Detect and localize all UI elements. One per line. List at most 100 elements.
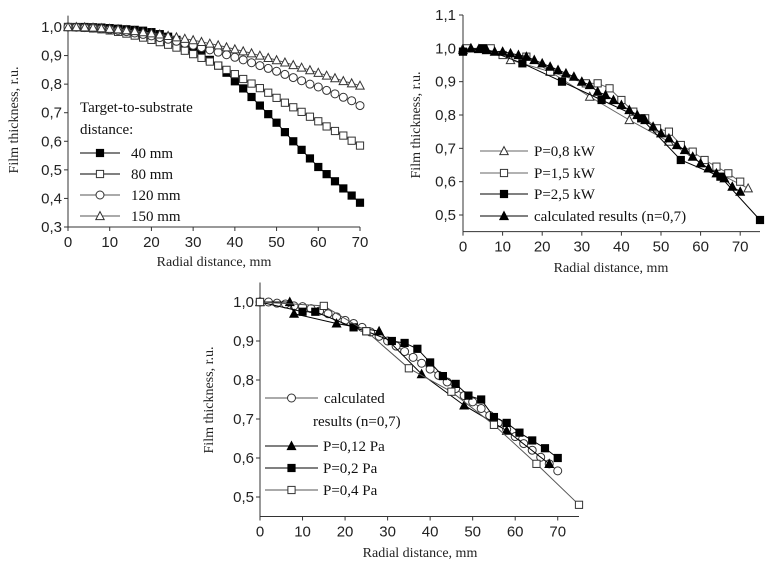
y-tick-label: 0,9 (435, 74, 456, 91)
x-tick-label: 30 (379, 524, 396, 541)
data-point (314, 162, 323, 172)
data-point (113, 23, 124, 34)
data-point (189, 50, 198, 59)
data-point (204, 38, 215, 48)
data-point (640, 114, 651, 125)
data-point (553, 453, 562, 463)
x-tick-label: 40 (613, 239, 630, 256)
legend-marker (94, 210, 106, 221)
data-point (179, 33, 190, 43)
series-line (67, 26, 361, 107)
data-point (254, 50, 265, 60)
legend-label: 40 mm (131, 146, 173, 162)
data-point (632, 109, 643, 120)
x-tick-label: 60 (692, 239, 709, 256)
data-point (347, 136, 356, 145)
series-calculated-results-n-0-7- (255, 297, 563, 476)
data-point (322, 170, 331, 179)
data-point (280, 69, 290, 79)
data-point (272, 93, 281, 102)
legend-label: P=1,5 kW (534, 166, 596, 182)
data-point (355, 198, 365, 207)
data-point (545, 61, 556, 71)
data-point (711, 167, 722, 178)
data-point (230, 77, 239, 86)
data-point (239, 84, 248, 93)
data-point (255, 61, 265, 71)
data-point (331, 317, 342, 328)
data-point (374, 325, 385, 336)
data-point (574, 500, 584, 509)
data-point (319, 301, 328, 310)
data-point (229, 43, 240, 54)
data-point (553, 64, 564, 75)
data-point (703, 162, 714, 173)
data-point (655, 127, 667, 138)
legend-title: Target-to-substrate (80, 100, 193, 116)
data-point (322, 122, 331, 131)
chart-1: 0 10 20 30 40 50 60 70 0,3 0,4 0,5 0,6 0,7 0,8 0,9 1,0 R… (7, 15, 368, 270)
chart-3: 0 10 20 30 40 50 60 70 0,5 0,6 0,7 0,8 0,9 1,0 Radial … (202, 282, 584, 561)
series-p-0-12-pa (254, 296, 555, 468)
data-point (246, 47, 257, 58)
data-point (724, 169, 733, 178)
y-axis-title: Film thickness, r.u. (7, 67, 22, 174)
data-point (264, 88, 273, 97)
data-point (263, 63, 273, 73)
data-point (355, 141, 365, 150)
data-point (214, 61, 223, 70)
data-point (608, 94, 619, 105)
y-tick-label: 0,4 (41, 190, 62, 207)
data-point (695, 157, 706, 168)
data-point (71, 21, 82, 32)
data-point (238, 55, 248, 65)
data-point (502, 418, 511, 427)
data-point (88, 22, 99, 32)
legend-marker (499, 189, 509, 199)
y-tick-label: 0,8 (435, 107, 456, 124)
x-tick-label: 60 (507, 524, 524, 541)
data-point (297, 107, 306, 116)
x-tick-label: 70 (732, 239, 749, 256)
data-point (408, 352, 418, 362)
data-point (313, 67, 324, 77)
data-point (163, 30, 174, 40)
data-point (346, 77, 357, 88)
series-calculated-results-n-0-7- (457, 42, 746, 196)
data-point (584, 91, 595, 101)
data-point (314, 117, 323, 126)
data-point (289, 137, 298, 146)
x-tick-label: 10 (101, 234, 118, 251)
y-tick-label: 0,5 (233, 489, 254, 506)
data-point (451, 379, 460, 388)
x-tick-label: 30 (573, 239, 590, 256)
data-point (459, 399, 470, 410)
data-point (288, 73, 298, 83)
y-tick-label: 1,1 (435, 7, 456, 24)
data-point (413, 344, 422, 353)
data-point (473, 43, 484, 54)
data-point (230, 70, 239, 79)
series-120-mm (63, 22, 365, 111)
legend-marker (95, 148, 105, 158)
data-point (263, 52, 274, 62)
data-point (313, 82, 323, 92)
x-tick-label: 0 (256, 524, 264, 541)
data-point (597, 95, 606, 105)
data-point (279, 56, 290, 67)
series-line (260, 301, 550, 465)
data-point (676, 155, 685, 165)
legend-marker (499, 168, 509, 178)
data-point (338, 92, 348, 102)
data-point (305, 154, 315, 163)
data-point (404, 364, 413, 373)
data-point (489, 420, 499, 429)
y-tick-label: 0,9 (41, 48, 62, 65)
legend-marker (287, 485, 296, 495)
data-point (426, 358, 435, 367)
y-tick-label: 0,6 (233, 450, 254, 467)
data-point (417, 358, 427, 368)
legend-marker (95, 169, 105, 179)
x-axis-title: Radial distance, mm (554, 261, 669, 276)
data-point (255, 84, 264, 93)
